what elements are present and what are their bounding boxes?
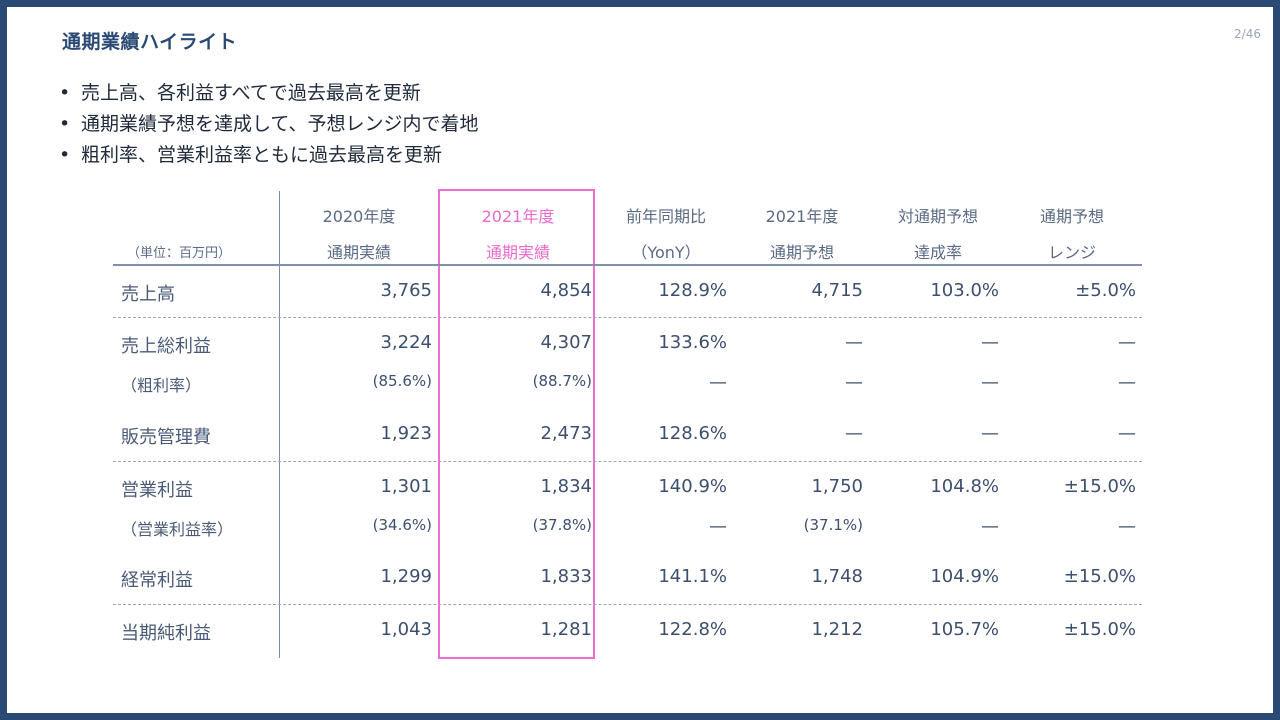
bullet-text: 通期業績予想を達成して、予想レンジ内で着地 (81, 113, 479, 135)
table-cell: 141.1% (658, 566, 727, 587)
table-cell: (34.6%) (372, 516, 432, 534)
table-cell: (88.7%) (532, 372, 592, 390)
row-divider (113, 604, 1142, 605)
row-divider (113, 317, 1142, 318)
table-cell: 3,765 (380, 280, 432, 301)
column-header-2-line2: 通期実績 (485, 243, 550, 262)
table-cell: 105.7% (930, 619, 999, 640)
table-cell: — (845, 423, 863, 444)
table-cell: — (981, 423, 999, 444)
table-cell: 1,750 (811, 476, 863, 497)
table-cell: 103.0% (930, 280, 999, 301)
bullet-dot: • (59, 144, 71, 166)
table-cell: ±15.0% (1063, 619, 1136, 640)
table-vertical-divider (279, 191, 280, 658)
table-cell: 1,043 (380, 619, 432, 640)
row-label: 経常利益 (121, 570, 193, 591)
bullet-list: • 売上高、各利益すべてで過去最高を更新 • 通期業績予想を達成して、予想レンジ内で… (59, 78, 478, 171)
bullet-item: • 通期業績予想を達成して、予想レンジ内で着地 (59, 109, 478, 140)
table-cell: 1,212 (811, 619, 863, 640)
table-cell: 3,224 (380, 332, 432, 353)
table-cell: 128.9% (658, 280, 727, 301)
row-label: 営業利益 (121, 480, 193, 501)
page-number: 2/46 (1234, 27, 1261, 41)
column-header-6-line1: 通期予想 (1039, 207, 1104, 226)
table-cell: 128.6% (658, 423, 727, 444)
column-header-5-line2: 達成率 (913, 243, 962, 262)
column-header-3-line2: （YonY） (631, 243, 701, 262)
table-cell: — (1118, 372, 1136, 393)
column-header-2-line1: 2021年度 (481, 207, 555, 226)
bullet-dot: • (59, 113, 71, 135)
column-header-6-line2: レンジ (1047, 243, 1096, 262)
unit-label: （単位：百万円） (127, 246, 232, 261)
column-header-4-line1: 2021年度 (765, 207, 839, 226)
table-cell: 4,715 (811, 280, 863, 301)
column-header-1-line2: 通期実績 (326, 243, 391, 262)
table-cell: (85.6%) (372, 372, 432, 390)
table-cell: — (845, 332, 863, 353)
table-cell: 1,299 (380, 566, 432, 587)
table-cell: 104.8% (930, 476, 999, 497)
table-cell: — (1118, 516, 1136, 537)
table-cell: 1,748 (811, 566, 863, 587)
table-cell: (37.8%) (532, 516, 592, 534)
table-cell: 4,307 (540, 332, 592, 353)
table-cell: — (1118, 332, 1136, 353)
row-label: 販売管理費 (121, 427, 211, 448)
table-cell: — (981, 372, 999, 393)
column-header-5-line1: 対通期予想 (897, 207, 978, 226)
table-cell: 104.9% (930, 566, 999, 587)
table-cell: 1,281 (540, 619, 592, 640)
row-label: （営業利益率） (121, 520, 234, 539)
row-label: （粗利率） (121, 376, 202, 395)
slide-title: 通期業績ハイライト (62, 31, 238, 53)
table-cell: — (1118, 423, 1136, 444)
row-label: 当期純利益 (121, 623, 211, 644)
table-cell: (37.1%) (803, 516, 863, 534)
column-header-1-line1: 2020年度 (322, 207, 396, 226)
table-cell: ±15.0% (1063, 566, 1136, 587)
fy2021-highlight-box (438, 189, 595, 659)
table-cell: ±15.0% (1063, 476, 1136, 497)
table-cell: — (709, 516, 727, 537)
bullet-item: • 粗利率、営業利益率ともに過去最高を更新 (59, 140, 478, 171)
table-cell: — (709, 372, 727, 393)
column-header-4-line2: 通期予想 (769, 243, 834, 262)
column-header-3-line1: 前年同期比 (625, 207, 706, 226)
table-cell: 4,854 (540, 280, 592, 301)
table-cell: 133.6% (658, 332, 727, 353)
bullet-item: • 売上高、各利益すべてで過去最高を更新 (59, 78, 478, 109)
header-underline (113, 264, 1142, 266)
row-label: 売上高 (121, 284, 175, 305)
table-cell: 1,923 (380, 423, 432, 444)
table-cell: — (981, 516, 999, 537)
table-cell: 1,301 (380, 476, 432, 497)
table-cell: ±5.0% (1075, 280, 1136, 301)
table-cell: — (981, 332, 999, 353)
row-label: 売上総利益 (121, 336, 211, 357)
table-cell: 1,834 (540, 476, 592, 497)
row-divider (113, 461, 1142, 462)
table-cell: 2,473 (540, 423, 592, 444)
bullet-text: 粗利率、営業利益率ともに過去最高を更新 (81, 144, 443, 166)
table-cell: 122.8% (658, 619, 727, 640)
table-cell: — (845, 372, 863, 393)
table-cell: 1,833 (540, 566, 592, 587)
bullet-text: 売上高、各利益すべてで過去最高を更新 (81, 82, 421, 104)
bullet-dot: • (59, 82, 71, 104)
table-cell: 140.9% (658, 476, 727, 497)
